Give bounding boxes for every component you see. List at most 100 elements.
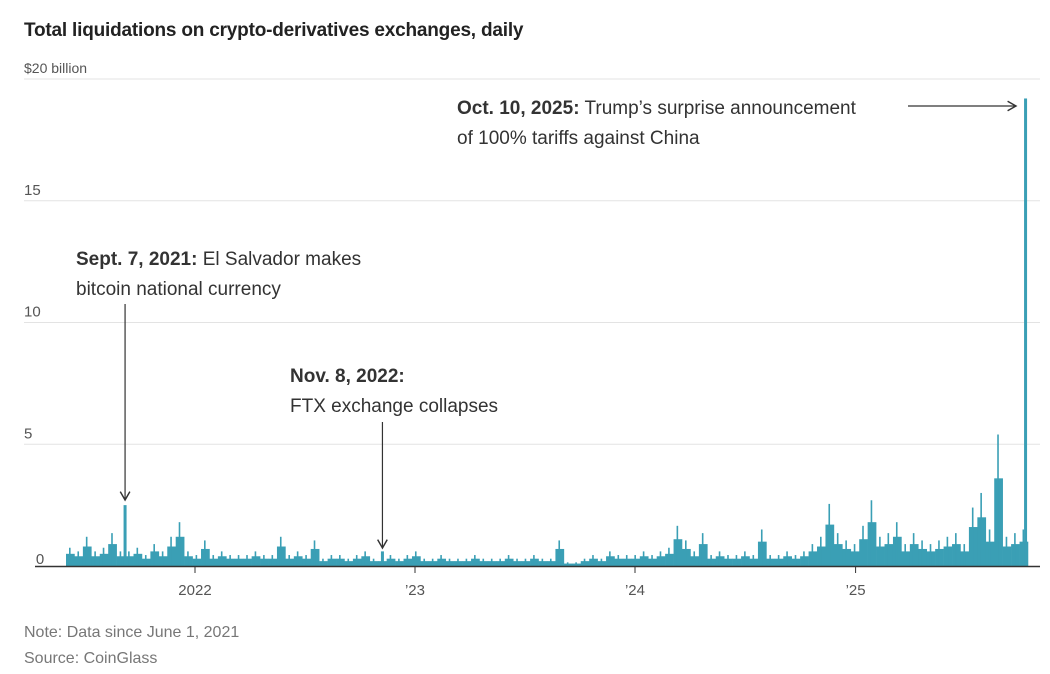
- y-tick-label: 10: [24, 304, 41, 321]
- bar: [676, 525, 679, 566]
- bar: [1022, 529, 1025, 566]
- bar: [246, 555, 248, 566]
- bar: [997, 434, 999, 566]
- bar: [524, 558, 527, 566]
- annotation-line2: bitcoin national currency: [76, 279, 281, 300]
- bar: [836, 533, 839, 566]
- bar: [288, 555, 290, 566]
- x-tick-label: ’23: [405, 582, 425, 599]
- bar: [760, 529, 763, 566]
- bar: [119, 551, 122, 566]
- annotation-line2: of 100% tariffs against China: [457, 128, 700, 149]
- bar: [820, 536, 822, 566]
- bar: [735, 555, 738, 566]
- bar: [659, 551, 662, 566]
- bar: [136, 547, 139, 566]
- bar: [111, 533, 113, 566]
- bar: [963, 544, 966, 566]
- bar: [642, 551, 645, 566]
- bar: [803, 551, 805, 566]
- bar: [651, 555, 653, 566]
- annotation-line2: FTX exchange collapses: [290, 396, 498, 417]
- spike-bar: [123, 505, 127, 566]
- bar: [566, 562, 569, 566]
- bar: [887, 533, 890, 566]
- bar: [153, 544, 155, 566]
- bar: [870, 500, 873, 566]
- bar: [727, 555, 729, 566]
- bar: [372, 558, 375, 566]
- bar: [77, 551, 80, 566]
- bar: [921, 540, 923, 566]
- x-tick-label: ’24: [625, 582, 645, 599]
- bar: [912, 533, 915, 566]
- bar: [414, 551, 417, 566]
- bar: [592, 555, 594, 566]
- bar: [971, 507, 974, 566]
- bar: [845, 540, 847, 566]
- bar: [955, 533, 957, 566]
- bar: [904, 544, 906, 566]
- bar: [862, 525, 864, 566]
- bar: [406, 555, 409, 566]
- bar: [279, 536, 282, 566]
- bar: [617, 555, 620, 566]
- bar: [263, 555, 265, 566]
- bar: [144, 555, 147, 566]
- bar: [634, 555, 636, 566]
- bar: [988, 529, 991, 566]
- bar: [668, 547, 670, 566]
- bar: [440, 555, 442, 566]
- y-tick-label: 0: [36, 551, 44, 568]
- annotation-text: Trump’s surprise announcement: [580, 98, 857, 119]
- bar: [828, 503, 831, 566]
- bar: [364, 551, 366, 566]
- bar: [431, 558, 434, 566]
- bar: [558, 540, 561, 566]
- bar: [128, 551, 130, 566]
- bar: [701, 533, 704, 566]
- bar: [777, 555, 780, 566]
- bar: [102, 547, 105, 566]
- bar: [929, 544, 932, 566]
- bar: [499, 558, 501, 566]
- bar: [347, 558, 350, 566]
- bar: [212, 555, 215, 566]
- bar: [980, 492, 982, 566]
- bar: [254, 551, 257, 566]
- bar: [811, 544, 814, 566]
- bar: [541, 558, 544, 566]
- bar: [600, 558, 603, 566]
- bar: [271, 555, 274, 566]
- y-tick-label: $20 billion: [24, 60, 87, 76]
- bar: [516, 558, 518, 566]
- chart-title: Total liquidations on crypto-derivatives…: [24, 20, 524, 41]
- bar: [938, 540, 940, 566]
- bar: [625, 555, 628, 566]
- annotation-date: Nov. 8, 2022:: [290, 366, 405, 387]
- y-tick-label: 5: [24, 425, 32, 442]
- bar: [710, 555, 712, 566]
- bar: [1014, 533, 1016, 566]
- bar: [305, 555, 307, 566]
- bar: [549, 558, 552, 566]
- bar: [229, 555, 231, 566]
- bar: [946, 536, 949, 566]
- bar: [94, 551, 96, 566]
- spike-bar: [380, 551, 384, 566]
- y-tick-label: 15: [24, 182, 41, 199]
- annotation-text: El Salvador makes: [197, 249, 361, 270]
- bar: [465, 558, 468, 566]
- bar: [533, 555, 535, 566]
- annotation-line1: Oct. 10, 2025: Trump’s surprise announce…: [457, 98, 857, 119]
- bar: [339, 555, 341, 566]
- bar: [685, 540, 687, 566]
- bar: [482, 558, 485, 566]
- bar: [423, 558, 426, 566]
- bar: [575, 562, 577, 566]
- bar: [178, 522, 181, 566]
- bar: [330, 555, 333, 566]
- bar: [474, 555, 476, 566]
- bar: [204, 540, 206, 566]
